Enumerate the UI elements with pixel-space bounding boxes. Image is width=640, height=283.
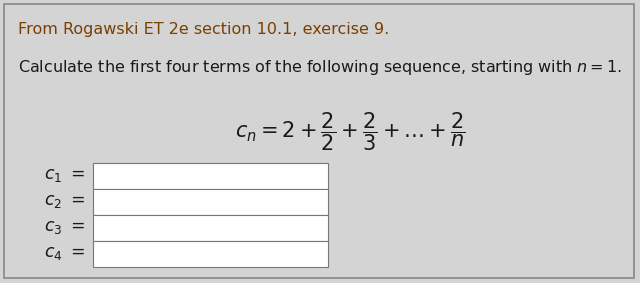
FancyBboxPatch shape xyxy=(4,4,634,278)
Text: $c_4$ $=$: $c_4$ $=$ xyxy=(44,245,85,263)
FancyBboxPatch shape xyxy=(93,215,328,241)
FancyBboxPatch shape xyxy=(93,163,328,189)
Text: From Rogawski ET 2e section 10.1, exercise 9.: From Rogawski ET 2e section 10.1, exerci… xyxy=(18,22,389,37)
FancyBboxPatch shape xyxy=(93,189,328,215)
Text: Calculate the first four terms of the following sequence, starting with $n = 1$.: Calculate the first four terms of the fo… xyxy=(18,58,622,77)
Text: $c_1$ $=$: $c_1$ $=$ xyxy=(44,168,85,185)
Text: $c_n = 2 + \dfrac{2}{2} + \dfrac{2}{3} + \ldots + \dfrac{2}{n}$: $c_n = 2 + \dfrac{2}{2} + \dfrac{2}{3} +… xyxy=(235,110,465,153)
Text: $c_2$ $=$: $c_2$ $=$ xyxy=(44,194,85,211)
FancyBboxPatch shape xyxy=(93,241,328,267)
Text: $c_3$ $=$: $c_3$ $=$ xyxy=(44,220,85,237)
